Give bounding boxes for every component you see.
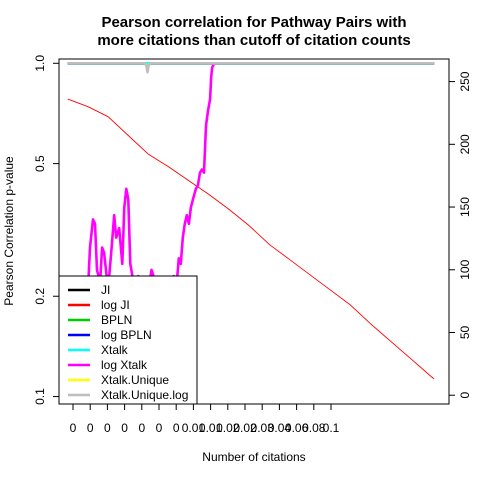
legend-label: log Xtalk [101,358,148,372]
legend-label: BPLN [101,313,132,327]
x-tick-label: 0.08 [302,421,326,435]
y-right-tick-label: 200 [458,134,472,154]
legend-label: JI [101,283,110,297]
x-tick-label: 0 [104,421,111,435]
legend-label: log JI [101,298,130,312]
x-tick-label: 0.02 [216,421,240,435]
y-right-tick-label: 50 [458,325,472,339]
x-tick-label: 0.1 [323,421,340,435]
legend-box [58,275,198,405]
y-right-tick-label: 100 [458,259,472,279]
y-axis-title: Pearson Correlation p-value [2,156,16,306]
x-tick-label: 0 [156,421,163,435]
legend-label: Xtalk [101,343,129,357]
legend-label: log BPLN [101,328,152,342]
x-tick-label: 0 [138,421,145,435]
chart-title-line-1: Pearson correlation for Pathway Pairs wi… [101,14,406,31]
chart-title-line-2: more citations than cutoff of citation c… [97,32,410,49]
x-tick-label: 0 [121,421,128,435]
x-tick-label: 0.06 [285,421,309,435]
y-left-tick-label: 1.0 [33,55,47,72]
x-tick-label: 0 [70,421,77,435]
legend-label: Xtalk.Unique.log [101,388,188,402]
x-tick-label: 0 [173,421,180,435]
y-right-tick-label: 250 [458,71,472,91]
x-tick-label: 0.01 [182,421,206,435]
x-tick-label: 0.01 [199,421,223,435]
y-left-tick-label: 0.2 [33,288,47,305]
series-line-7 [67,61,435,74]
x-tick-label: 0.02 [233,421,257,435]
y-right-tick-label: 0 [458,392,472,399]
x-tick-label: 0.04 [268,421,292,435]
x-axis-title: Number of citations [202,450,305,464]
y-left-tick-label: 0.1 [33,388,47,405]
legend-label: Xtalk.Unique [101,373,169,387]
y-left-tick-label: 0.5 [33,155,47,172]
x-tick-label: 0 [87,421,94,435]
x-tick-label: 0.03 [251,421,275,435]
y-right-tick-label: 150 [458,197,472,217]
series-line-1 [67,98,435,380]
